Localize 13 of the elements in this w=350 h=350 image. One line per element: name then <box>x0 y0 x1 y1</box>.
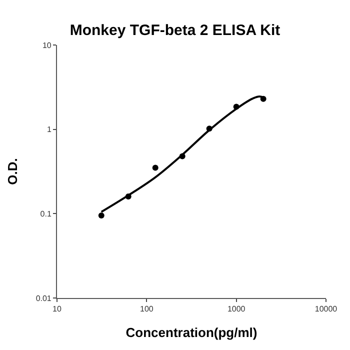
y-tick-label: 1 <box>46 125 52 134</box>
x-tick-label: 1000 <box>227 304 246 314</box>
chart-title: Monkey TGF-beta 2 ELISA Kit <box>70 22 280 39</box>
y-tick-label: 10 <box>42 40 52 50</box>
x-axis-title: Concentration(pg/ml) <box>126 325 258 340</box>
y-axis-title: O.D. <box>4 158 20 185</box>
x-tick-label: 10 <box>52 304 62 314</box>
x-tick-label: 100 <box>140 304 154 314</box>
y-tick-label: 0.01 <box>36 294 52 303</box>
point <box>98 212 104 219</box>
y-tick-label: 0.1 <box>40 209 52 218</box>
x-tick-label: 10000 <box>314 304 338 314</box>
point <box>152 164 158 171</box>
